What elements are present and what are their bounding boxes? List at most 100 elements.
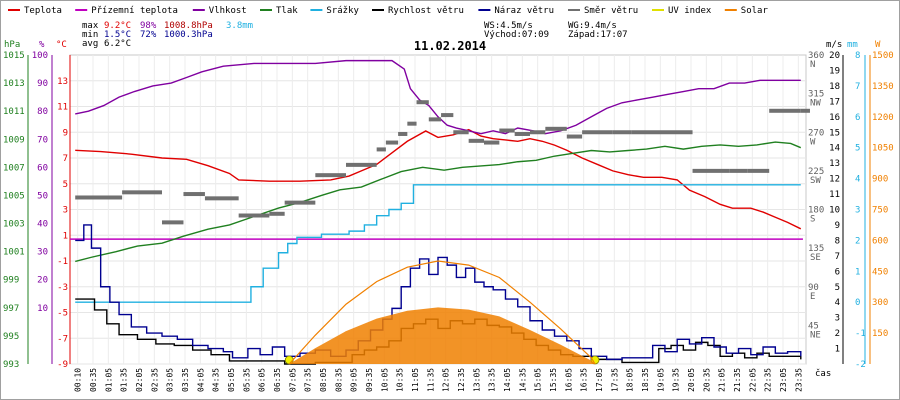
- x-tick-label: 19:35: [672, 368, 681, 392]
- tick-direction-label: N: [810, 60, 815, 70]
- x-tick-label: 18:35: [641, 368, 650, 392]
- tick-direction-label: SW: [810, 176, 821, 186]
- x-tick-label: 23:05: [779, 368, 788, 392]
- tick-mm: 7: [855, 82, 860, 92]
- series-smer-mark: [631, 130, 668, 135]
- tick-direction-deg: 90: [808, 283, 819, 293]
- x-tick-label: 06:35: [273, 368, 282, 392]
- tick-hpa: 993: [3, 360, 19, 370]
- x-tick-label: 12:05: [442, 368, 451, 392]
- series-smer-mark: [162, 220, 184, 225]
- tick-celsius: -3: [57, 283, 68, 293]
- series-smer-mark: [582, 130, 613, 135]
- x-tick-label: 02:35: [150, 368, 159, 392]
- tick-w: 1350: [872, 82, 894, 92]
- series-smer-mark: [453, 130, 469, 135]
- series-solar-area: [289, 307, 596, 364]
- tick-celsius: -9: [57, 360, 68, 370]
- legend-label-uv: UV index: [668, 6, 712, 16]
- x-tick-label: 23:35: [794, 368, 803, 392]
- x-tick-label: 11:35: [426, 368, 435, 392]
- legend-label-tlak: Tlak: [276, 6, 298, 16]
- tick-percent: 50: [37, 191, 48, 201]
- series-smer-mark: [315, 173, 346, 178]
- series-smer-mark: [484, 140, 500, 145]
- x-tick-label: 21:05: [718, 368, 727, 392]
- tick-direction-deg: 360: [808, 51, 824, 61]
- series-smer-mark: [238, 213, 270, 218]
- series-smer-mark: [468, 138, 484, 143]
- x-tick-label: 11:05: [411, 368, 420, 392]
- legend-label-teplota: Teplota: [24, 6, 62, 16]
- tick-mm: 6: [855, 113, 860, 123]
- x-tick-label: 03:05: [166, 368, 175, 392]
- tick-w: 1200: [872, 113, 894, 123]
- tick-mm: -2: [855, 360, 866, 370]
- tick-hpa: 999: [3, 276, 19, 286]
- tick-w: 1050: [872, 144, 894, 154]
- tick-direction-label: SE: [810, 253, 821, 263]
- tick-w: 750: [872, 206, 888, 216]
- tick-ms: 12: [829, 175, 840, 185]
- tick-celsius: 11: [57, 103, 68, 113]
- stat-min-press: 1000.3hPa: [164, 30, 213, 40]
- tick-w: 300: [872, 298, 888, 308]
- tick-celsius: 7: [63, 154, 68, 164]
- axis-title-ms: m/s: [826, 40, 842, 50]
- tick-hpa: 1005: [3, 191, 25, 201]
- tick-hpa: 1013: [3, 79, 25, 89]
- tick-ms: 2: [835, 329, 840, 339]
- legend-label-vlhkost: Vlhkost: [209, 6, 247, 16]
- x-tick-label: 16:35: [580, 368, 589, 392]
- stat-ws: WS:4.5m/s: [484, 21, 533, 31]
- tick-mm: 1: [855, 267, 860, 277]
- tick-hpa: 1007: [3, 163, 25, 173]
- legend-label-solar: Solar: [741, 6, 769, 16]
- x-tick-label: 02:05: [135, 368, 144, 392]
- stat-max-press: 1008.8hPa: [164, 21, 213, 31]
- x-tick-label: 14:05: [503, 368, 512, 392]
- x-tick-label: 10:05: [380, 368, 389, 392]
- tick-percent: 40: [37, 220, 48, 230]
- tick-hpa: 1003: [3, 220, 25, 230]
- tick-w: 1500: [872, 51, 894, 61]
- series-smer-mark: [692, 168, 730, 173]
- tick-celsius: -1: [57, 257, 68, 267]
- x-axis-label: čas: [815, 368, 831, 379]
- tick-percent: 100: [32, 51, 48, 61]
- tick-direction-label: S: [810, 215, 815, 225]
- series-layer: [70, 59, 810, 365]
- tick-hpa: 1001: [3, 248, 25, 258]
- tick-percent: 80: [37, 107, 48, 117]
- tick-ms: 6: [835, 267, 840, 277]
- series-smer-mark: [122, 190, 162, 195]
- tick-ms: 8: [835, 236, 840, 246]
- stat-min-label: min: [82, 30, 98, 40]
- x-tick-label: 13:05: [472, 368, 481, 392]
- tick-hpa: 997: [3, 304, 19, 314]
- x-tick-label: 04:35: [212, 368, 221, 392]
- tick-direction-label: NE: [810, 330, 821, 340]
- stats-block: max 9.2°C 98% 1008.8hPa 3.8mm min 1.5°C …: [82, 21, 628, 49]
- series-srazky: [75, 184, 801, 303]
- tick-direction-label: NW: [810, 99, 821, 109]
- legend-label-rychlost: Rychlost větru: [388, 6, 464, 16]
- chart-title: 11.02.2014: [414, 39, 486, 53]
- tick-mm: 2: [855, 236, 860, 246]
- tick-mm: 5: [855, 144, 860, 154]
- series-smer-mark: [407, 121, 417, 126]
- tick-ms: 5: [835, 283, 840, 293]
- tick-ms: 16: [829, 113, 840, 123]
- x-tick-label: 17:05: [595, 368, 604, 392]
- series-smer-mark: [545, 126, 567, 131]
- x-tick-label: 10:35: [396, 368, 405, 392]
- stat-min-hum: 72%: [140, 30, 157, 40]
- series-smer-mark: [566, 134, 583, 139]
- tick-celsius: 9: [63, 128, 68, 138]
- tick-mm: -1: [855, 329, 866, 339]
- axis-title-celsius: °C: [56, 40, 67, 50]
- series-smer-mark: [530, 130, 546, 135]
- stat-avg-label: avg: [82, 39, 98, 49]
- tick-celsius: 1: [63, 231, 68, 241]
